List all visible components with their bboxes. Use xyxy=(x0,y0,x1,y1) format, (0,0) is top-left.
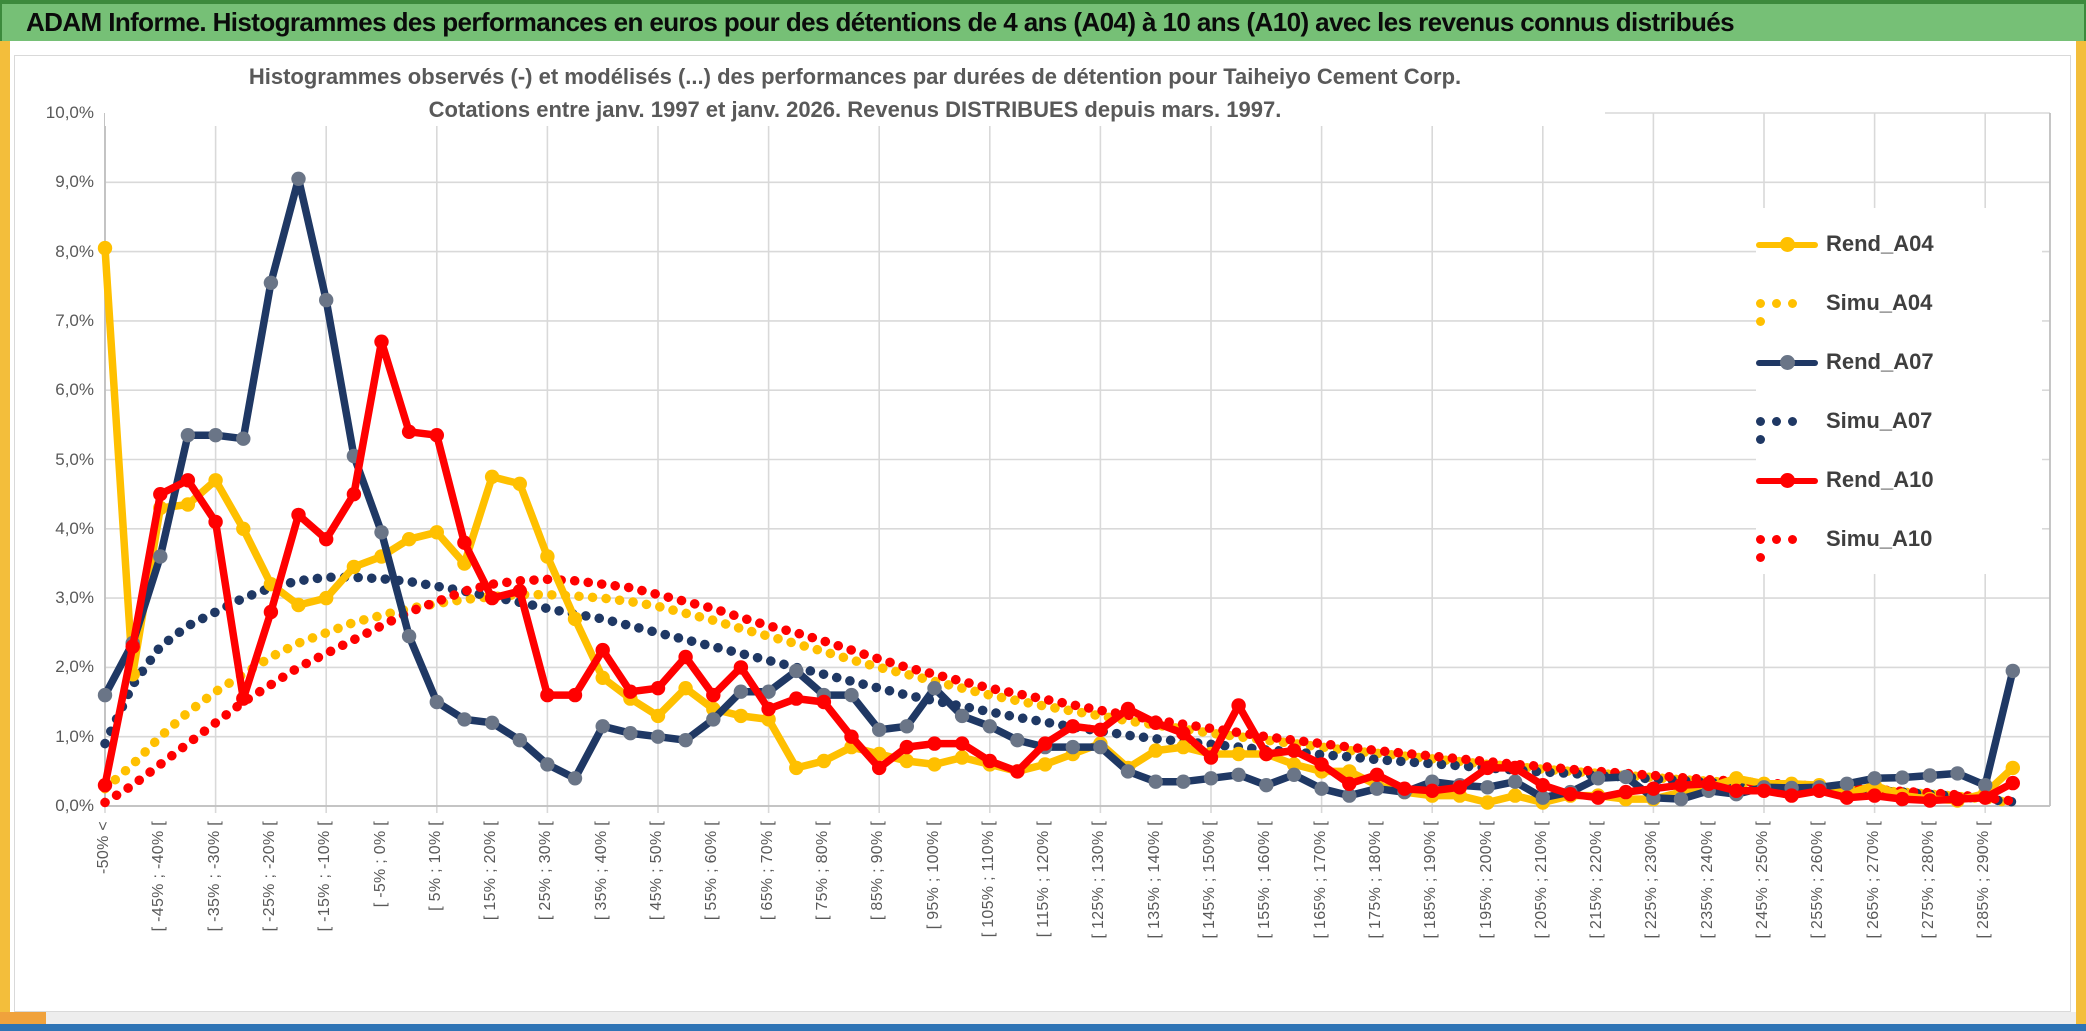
legend-dotted-line-icon xyxy=(1756,531,1818,562)
x-tick-label: [ 185% ; 190% [ xyxy=(1422,821,1440,939)
y-tick-label: 0,0% xyxy=(55,796,94,815)
x-tick-label: [ 95% ; 100% [ xyxy=(924,821,942,930)
x-tick-label: [ 125% ; 130% [ xyxy=(1090,821,1108,939)
status-bar xyxy=(0,1024,2086,1031)
x-tick-label: [ 15% ; 20% [ xyxy=(482,821,500,921)
legend-label: Rend_A07 xyxy=(1826,348,1934,374)
x-tick-label: [ 75% ; 80% [ xyxy=(813,821,831,921)
x-tick-label: [ 5% ; 10% [ xyxy=(426,821,444,911)
x-tick-label: [ 135% ; 140% [ xyxy=(1145,821,1163,939)
x-tick-label: [ 225% ; 230% [ xyxy=(1643,821,1661,939)
legend-item-Rend_A07[interactable]: Rend_A07 xyxy=(1756,332,2042,391)
x-tick-label: [ 145% ; 150% [ xyxy=(1201,821,1218,939)
x-tick-label: [ 175% ; 180% [ xyxy=(1366,821,1384,939)
x-tick-label: [ 245% ; 250% [ xyxy=(1754,821,1771,939)
x-tick-label: [ 25% ; 30% [ xyxy=(537,821,555,921)
x-tick-label: [ -45% ; -40% [ xyxy=(150,821,168,932)
chart-title-line1: Histogrammes observés (-) et modélisés (… xyxy=(248,64,1462,89)
legend-label: Rend_A04 xyxy=(1826,230,1934,256)
y-tick-label: 9,0% xyxy=(55,172,94,192)
x-tick-label: [ 215% ; 220% [ xyxy=(1588,821,1606,939)
legend-item-Simu_A04[interactable]: Simu_A04 xyxy=(1756,273,2042,332)
x-tick-label: [ 45% ; 50% [ xyxy=(648,821,665,921)
y-tick-label: 2,0% xyxy=(55,657,94,677)
y-tick-label: 5,0% xyxy=(55,449,94,469)
x-tick-label: [ 205% ; 210% [ xyxy=(1532,821,1550,939)
x-tick-label: -50% < xyxy=(95,821,112,874)
y-tick-label: 7,0% xyxy=(55,310,94,330)
left-border-strip xyxy=(0,41,10,1024)
y-tick-label: 6,0% xyxy=(55,380,94,400)
horizontal-scrollbar-thumb[interactable] xyxy=(0,1012,46,1024)
x-tick-label: [ 285% ; 290% [ xyxy=(1975,821,1993,939)
legend-dotted-line-icon xyxy=(1756,413,1818,444)
window-title: ADAM Informe. Histogrammes des performan… xyxy=(26,7,1735,37)
legend-item-Simu_A07[interactable]: Simu_A07 xyxy=(1756,391,2042,450)
legend-label: Simu_A04 xyxy=(1826,289,1933,315)
x-tick-label: [ 275% ; 280% [ xyxy=(1919,821,1937,939)
x-tick-label: [ 195% ; 200% [ xyxy=(1477,821,1495,939)
legend: Rend_A04 Simu_A04 Rend_A07 Simu_A07 Rend_A… xyxy=(1756,208,2042,574)
legend-item-Rend_A04[interactable]: Rend_A04 xyxy=(1756,214,2042,273)
x-tick-label: [ -35% ; -30% [ xyxy=(205,821,223,932)
legend-dotted-line-icon xyxy=(1756,295,1818,326)
x-tick-label: [ -5% ; 0% [ xyxy=(371,821,389,908)
y-tick-label: 3,0% xyxy=(55,588,94,608)
legend-line-marker-icon xyxy=(1756,354,1818,370)
x-tick-label: [ 55% ; 60% [ xyxy=(703,821,721,921)
legend-label: Simu_A10 xyxy=(1826,525,1933,551)
x-tick-label: [ 165% ; 170% [ xyxy=(1311,821,1329,939)
x-tick-label: [ 255% ; 260% [ xyxy=(1809,821,1827,939)
x-tick-label: [ 65% ; 70% [ xyxy=(758,821,776,921)
x-tick-label: [ 105% ; 110% [ xyxy=(979,821,997,938)
legend-line-marker-icon xyxy=(1756,236,1818,252)
y-tick-label: 1,0% xyxy=(55,726,94,746)
x-tick-label: [ -25% ; -20% [ xyxy=(260,821,278,932)
y-tick-label: 4,0% xyxy=(55,518,94,538)
x-tick-label: [ 115% ; 120% [ xyxy=(1035,821,1053,938)
x-tick-label: [ 235% ; 240% [ xyxy=(1698,821,1716,939)
horizontal-scrollbar-track[interactable] xyxy=(10,1012,2076,1024)
chart-title: Histogrammes observés (-) et modélisés (… xyxy=(105,60,1605,126)
x-tick-label: [ 265% ; 270% [ xyxy=(1864,821,1882,939)
right-border-strip xyxy=(2076,41,2086,1024)
x-tick-label: [ 155% ; 160% [ xyxy=(1256,821,1274,939)
legend-item-Simu_A10[interactable]: Simu_A10 xyxy=(1756,509,2042,568)
legend-line-marker-icon xyxy=(1756,472,1818,488)
legend-label: Rend_A10 xyxy=(1826,466,1934,492)
x-tick-label: [ 35% ; 40% [ xyxy=(592,821,610,921)
y-tick-label: 10,0% xyxy=(45,103,94,122)
y-tick-label: 8,0% xyxy=(55,241,94,261)
legend-item-Rend_A10[interactable]: Rend_A10 xyxy=(1756,450,2042,509)
x-tick-label: [ 85% ; 90% [ xyxy=(869,821,887,921)
window-title-bar: ADAM Informe. Histogrammes des performan… xyxy=(0,0,2086,41)
legend-label: Simu_A07 xyxy=(1826,407,1933,433)
chart-title-line2: Cotations entre janv. 1997 et janv. 2026… xyxy=(428,97,1282,122)
x-tick-label: [ -15% ; -10% [ xyxy=(316,821,334,932)
